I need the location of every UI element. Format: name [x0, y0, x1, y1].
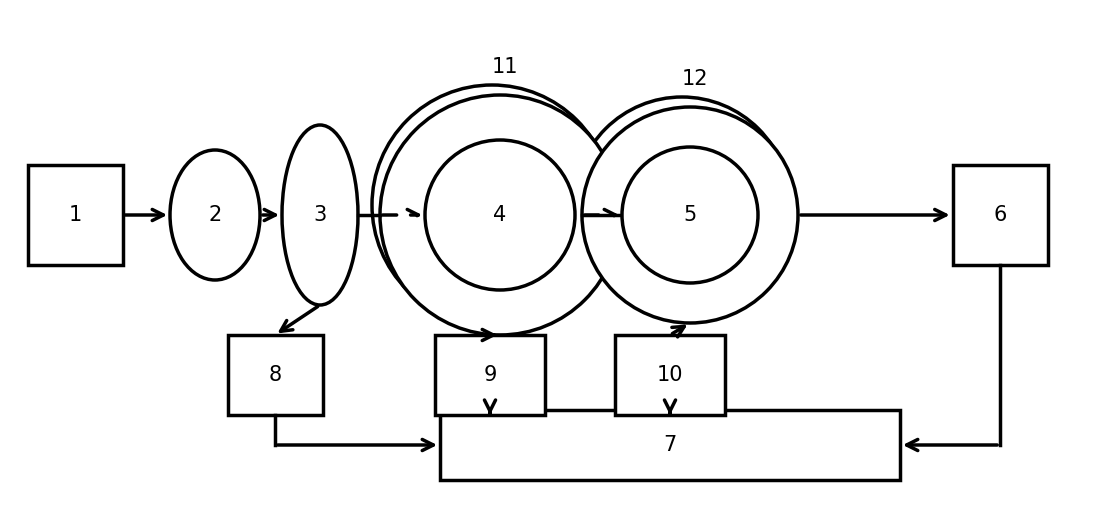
Bar	[435, 335, 545, 415]
Bar	[440, 410, 900, 480]
Bar	[953, 165, 1048, 265]
Ellipse shape	[582, 107, 798, 323]
Text: 7: 7	[663, 435, 677, 455]
Ellipse shape	[170, 150, 260, 280]
Text: 1: 1	[68, 205, 82, 225]
Bar	[615, 335, 725, 415]
Text: 5: 5	[684, 205, 697, 225]
Ellipse shape	[380, 95, 620, 335]
Text: 4: 4	[494, 205, 507, 225]
Text: 2: 2	[209, 205, 221, 225]
Text: 9: 9	[484, 365, 497, 385]
Text: 12: 12	[681, 69, 708, 89]
Ellipse shape	[281, 125, 359, 305]
Text: 10: 10	[657, 365, 684, 385]
Text: 11: 11	[491, 57, 518, 77]
Text: 6: 6	[993, 205, 1006, 225]
Ellipse shape	[622, 147, 758, 283]
Bar	[28, 165, 123, 265]
Text: 3: 3	[314, 205, 326, 225]
Ellipse shape	[574, 97, 790, 313]
Ellipse shape	[424, 140, 575, 290]
Ellipse shape	[372, 85, 612, 325]
Bar	[228, 335, 323, 415]
Text: 8: 8	[268, 365, 281, 385]
